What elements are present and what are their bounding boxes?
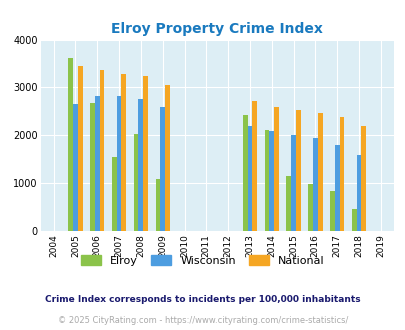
Bar [165, 85, 169, 231]
Text: Crime Index corresponds to incidents per 100,000 inhabitants: Crime Index corresponds to incidents per… [45, 295, 360, 304]
Bar [273, 107, 278, 231]
Text: © 2025 CityRating.com - https://www.cityrating.com/crime-statistics/: © 2025 CityRating.com - https://www.city… [58, 316, 347, 325]
Bar [290, 135, 295, 231]
Bar [143, 77, 148, 231]
Bar [307, 184, 312, 231]
Bar [264, 130, 269, 231]
Bar [356, 155, 360, 231]
Bar [269, 131, 273, 231]
Bar [68, 58, 73, 231]
Legend: Elroy, Wisconsin, National: Elroy, Wisconsin, National [77, 250, 328, 270]
Bar [133, 134, 138, 231]
Bar [116, 96, 121, 231]
Bar [247, 126, 252, 231]
Bar [339, 116, 343, 231]
Bar [100, 70, 104, 231]
Bar [121, 74, 126, 231]
Bar [317, 113, 322, 231]
Bar [329, 191, 334, 231]
Bar [78, 66, 83, 231]
Bar [252, 101, 256, 231]
Bar [155, 179, 160, 231]
Bar [95, 96, 100, 231]
Bar [138, 99, 143, 231]
Bar [295, 111, 300, 231]
Bar [73, 104, 78, 231]
Bar [112, 157, 116, 231]
Bar [360, 126, 365, 231]
Bar [242, 115, 247, 231]
Bar [334, 145, 339, 231]
Bar [160, 107, 165, 231]
Bar [90, 103, 95, 231]
Bar [286, 176, 290, 231]
Title: Elroy Property Crime Index: Elroy Property Crime Index [111, 22, 322, 36]
Bar [312, 138, 317, 231]
Bar [351, 209, 356, 231]
